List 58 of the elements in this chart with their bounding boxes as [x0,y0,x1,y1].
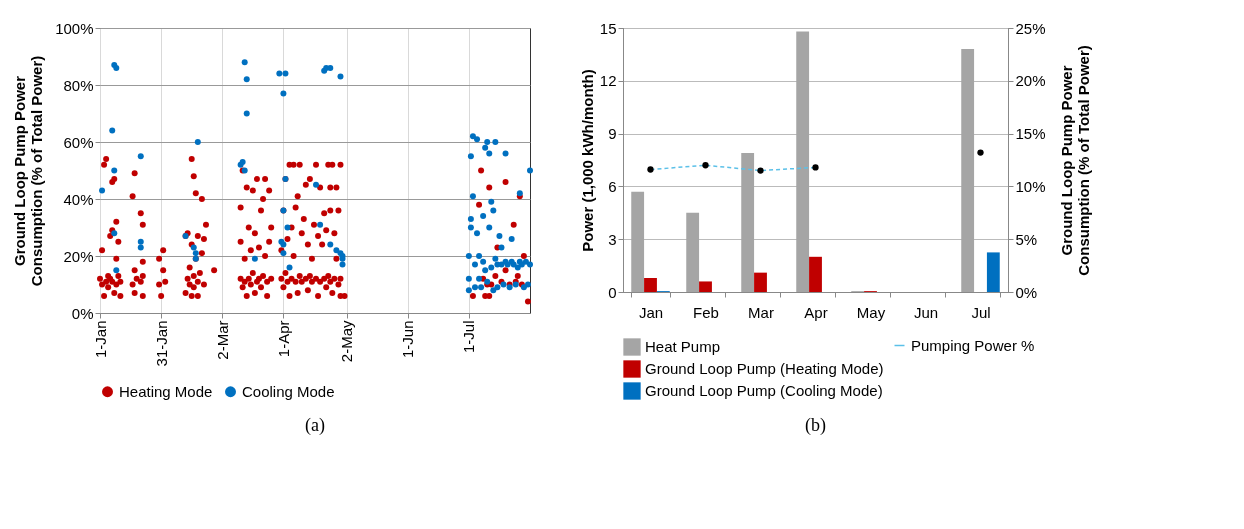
x-tick-label: Mar [748,303,774,321]
point [977,149,984,156]
x-tick-label: Feb [693,303,719,321]
y2-tick-label: 20% [1015,72,1046,90]
point [812,164,819,171]
bar [644,277,657,292]
legend-label: Cooling Mode [242,382,335,400]
text: (b) [805,415,826,436]
y-tick-label: 100% [55,19,94,37]
y-tick-label: 20% [63,247,94,265]
x-tick-label: Jun [913,303,939,321]
x-tick-label: 1-Jun [399,320,417,359]
x-tick-label: 2-May [338,320,356,363]
y2-tick-label: 0% [1015,283,1038,301]
bar [796,31,810,292]
x-tick-label: Jan [638,303,664,321]
y-tick-label: 3 [608,230,617,248]
bar [754,272,767,292]
y2-tick-label: 5% [1015,230,1038,248]
legend-label: Heating Mode [119,382,213,400]
x-tick-label: 2-Mar [213,320,231,360]
x-tick-label: Jul [971,303,991,321]
bar [631,191,645,292]
point [702,162,709,169]
bar [809,256,822,292]
bar [986,252,1000,292]
y-tick-label: 12 [599,72,617,90]
x-tick-label: May [856,303,886,321]
y-tick-label: 80% [63,76,94,94]
y-axis-title: Ground Loop Pump Power Consumption (% of Total Power) [11,55,46,287]
legend-label: Pumping Power % [911,336,1035,354]
bar [699,281,712,292]
y-tick-label: 60% [63,133,94,151]
y-axis-title: Power (1,000 kWh/month) [578,69,596,252]
y2-axis-title: Ground Loop Pump Power Consumption (% of Total Power) [1057,45,1092,276]
bar [741,152,755,292]
text: (a) [305,415,325,436]
bar [961,49,975,292]
legend-label: Heat Pump [645,338,721,355]
legend-label: Ground Loop Pump (Heating Mode) [645,360,884,377]
y-tick-label: 0 [608,283,617,301]
y-tick-label: 15 [599,19,617,37]
x-tick-label: Apr [804,303,828,321]
x-tick-label: 1-Apr [274,320,292,358]
x-tick-label: 1-Jul [460,320,478,354]
point [647,166,654,173]
point [757,167,764,174]
y-tick-label: 6 [608,177,617,195]
y2-tick-label: 10% [1015,177,1046,195]
bar [686,212,700,292]
x-tick-label: 31-Jan [152,320,170,367]
y2-tick-label: 25% [1015,19,1046,37]
y-tick-label: 0% [71,304,94,322]
y2-tick-label: 15% [1015,125,1046,143]
y-tick-label: 40% [63,190,94,208]
x-tick-label: 1-Jan [91,320,109,359]
y-tick-label: 9 [608,125,617,143]
legend-label: Ground Loop Pump (Cooling Mode) [645,382,883,399]
